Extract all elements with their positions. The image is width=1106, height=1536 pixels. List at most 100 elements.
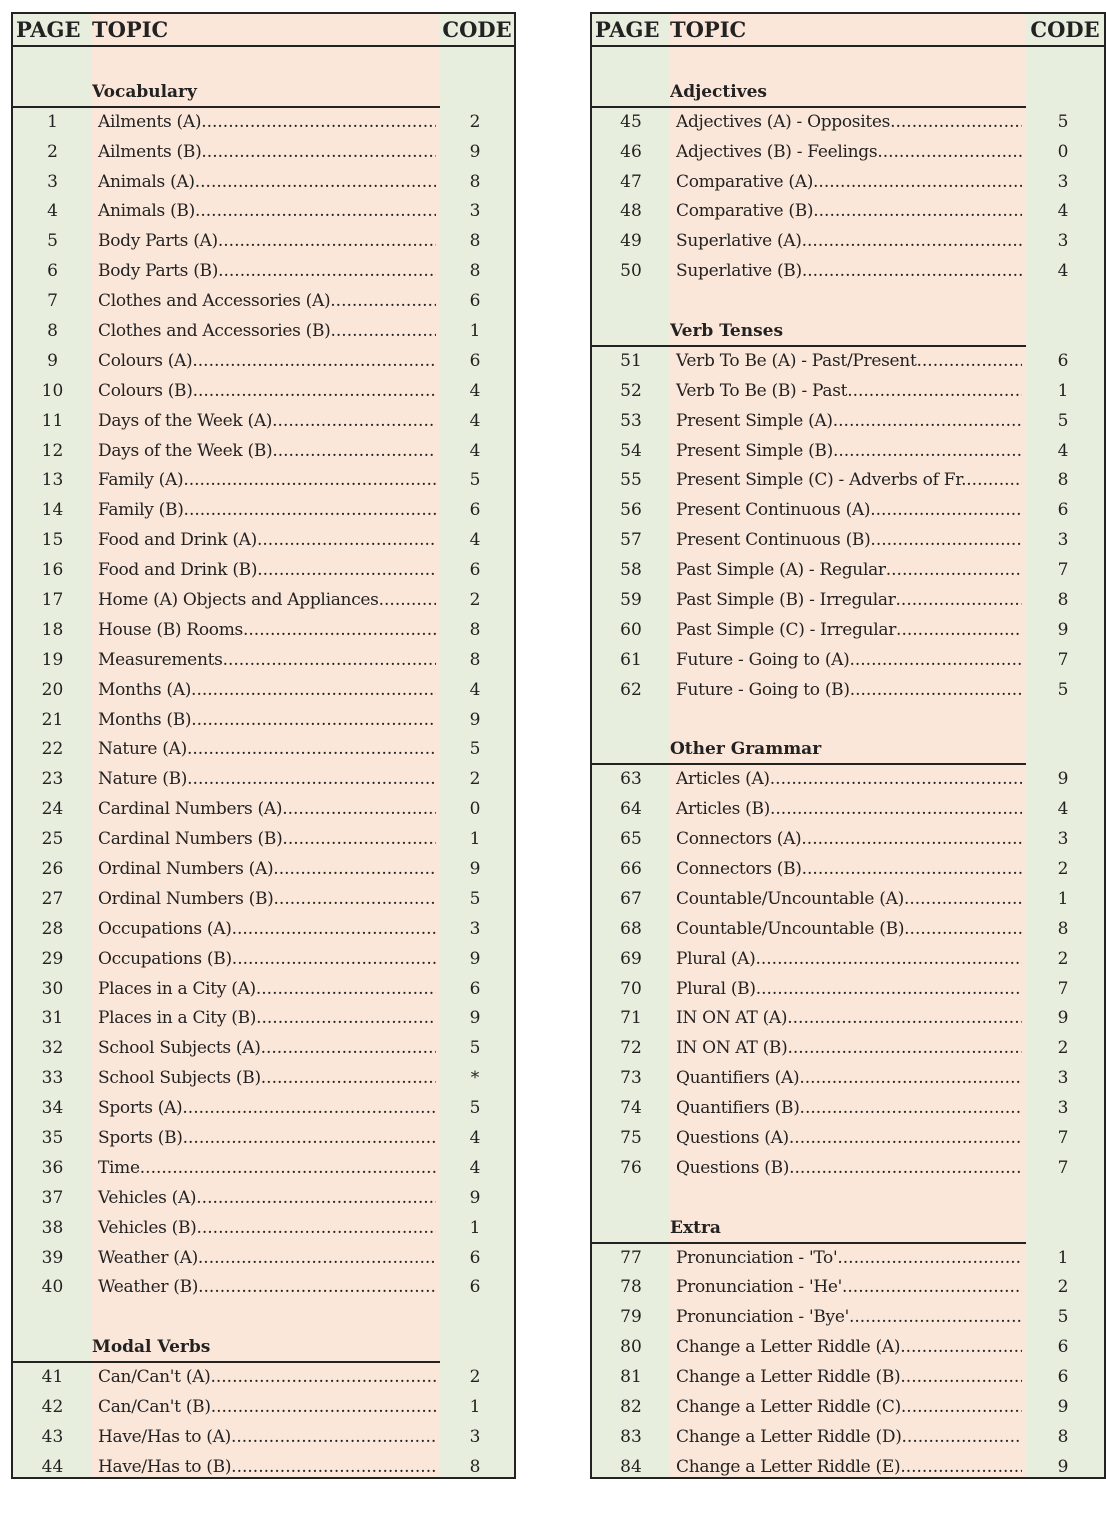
section-underline	[592, 344, 1026, 347]
topic-label: Verb To Be (B) - Past	[676, 380, 848, 401]
table-row: 12 Days of the Week (B) 4	[13, 436, 514, 466]
topic-label: Future - Going to (B)	[676, 679, 850, 700]
dot-leader	[231, 1457, 436, 1477]
topic-cell: Animals (B)	[92, 201, 436, 221]
topic-cell: Change a Letter Riddle (A)	[670, 1337, 1022, 1357]
topic-cell: Articles (B)	[670, 799, 1022, 819]
dot-leader	[187, 769, 436, 789]
topic-label: Ailments (A)	[98, 111, 202, 132]
dot-leader	[232, 949, 436, 969]
page-number: 70	[620, 978, 642, 999]
header-code: CODE	[1030, 17, 1100, 42]
dot-leader	[789, 1158, 1022, 1178]
dot-leader	[801, 829, 1022, 849]
code-value: 8	[1057, 589, 1069, 610]
topic-cell: Verb To Be (B) - Past	[670, 381, 1022, 401]
topic-cell: Nature (B)	[92, 769, 436, 789]
dot-leader	[184, 500, 436, 520]
table-row: 57 Present Continuous (B) 3	[592, 525, 1104, 555]
topic-label: Future - Going to (A)	[676, 649, 850, 670]
code-value: 9	[1057, 619, 1069, 640]
dot-leader	[192, 351, 436, 371]
dot-leader	[847, 381, 1022, 401]
topic-cell: Present Simple (B)	[670, 441, 1022, 461]
page-number: 58	[620, 560, 642, 581]
dot-leader	[886, 560, 1022, 580]
page-number: 25	[41, 829, 64, 850]
dot-leader	[787, 1008, 1022, 1028]
topic-cell: Colours (A)	[92, 351, 436, 371]
topic-label: Present Simple (C) - Adverbs of Fr.	[676, 470, 967, 491]
dot-leader	[273, 859, 436, 879]
page-number: 72	[620, 1038, 642, 1059]
topic-label: Weather (B)	[98, 1277, 199, 1298]
page-number: 2	[47, 141, 58, 162]
code-value: 2	[469, 769, 481, 790]
code-value: 5	[1057, 410, 1069, 431]
dot-leader	[755, 949, 1022, 969]
page-number: 22	[41, 739, 64, 760]
dot-leader	[218, 231, 436, 251]
code-value: 8	[469, 261, 481, 282]
topic-label: Have/Has to (B)	[98, 1456, 232, 1477]
page-number: 74	[620, 1098, 642, 1119]
topic-label: Sports (A)	[98, 1098, 183, 1119]
page-number: 34	[41, 1098, 64, 1119]
table-row: 17 Home (A) Objects and Appliances 2	[13, 585, 514, 615]
page-number: 53	[620, 410, 642, 431]
topic-cell: Change a Letter Riddle (D)	[670, 1427, 1022, 1447]
page-number: 14	[41, 500, 64, 521]
topic-label: School Subjects (B)	[98, 1068, 261, 1089]
code-value: 8	[1057, 470, 1069, 491]
topic-label: Present Simple (B)	[676, 440, 833, 461]
topic-cell: Past Simple (C) - Irregular	[670, 620, 1022, 640]
page-number: 39	[41, 1247, 64, 1268]
code-value: 9	[1057, 1397, 1069, 1418]
table-row: 26 Ordinal Numbers (A) 9	[13, 854, 514, 884]
topic-cell: Weather (B)	[92, 1277, 436, 1297]
page-number: 80	[620, 1337, 642, 1358]
topic-cell: Present Simple (C) - Adverbs of Fr.	[670, 470, 1022, 490]
topic-cell: Clothes and Accessories (A)	[92, 291, 436, 311]
code-value: 6	[1057, 500, 1069, 521]
topic-cell: Change a Letter Riddle (C)	[670, 1397, 1022, 1417]
page-number: 76	[620, 1157, 642, 1178]
header-code: CODE	[442, 17, 512, 42]
code-value: 4	[1057, 201, 1069, 222]
page-number: 17	[41, 589, 64, 610]
page-number: 6	[47, 261, 58, 282]
code-value: 6	[1057, 350, 1069, 371]
page-number: 46	[620, 141, 642, 162]
topic-cell: Ordinal Numbers (A)	[92, 859, 436, 879]
dot-leader	[195, 201, 436, 221]
page-number: 36	[41, 1157, 64, 1178]
header-page: PAGE	[595, 17, 660, 42]
topic-label: Present Continuous (B)	[676, 530, 871, 551]
section-heading-row: Extra	[592, 1213, 1104, 1244]
contents-table-right: PAGE TOPIC CODE Adjectives 45 Adjectives (A) …	[590, 12, 1106, 1479]
dot-leader	[877, 142, 1022, 162]
topic-label: Days of the Week (B)	[98, 440, 273, 461]
dot-leader	[813, 172, 1022, 192]
topic-label: Colours (B)	[98, 380, 193, 401]
code-value: 9	[1057, 769, 1069, 790]
page-number: 12	[41, 440, 64, 461]
page-number: 54	[620, 440, 642, 461]
topic-cell: School Subjects (B)	[92, 1068, 436, 1088]
dot-leader	[198, 1277, 436, 1297]
dot-leader	[800, 1098, 1022, 1118]
table-row: 10 Colours (B) 4	[13, 376, 514, 406]
dot-leader	[902, 1427, 1022, 1447]
topic-label: Vehicles (B)	[98, 1217, 197, 1238]
topic-label: Superlative (A)	[676, 231, 802, 252]
page-number: 23	[41, 769, 64, 790]
topic-label: Places in a City (A)	[98, 978, 256, 999]
topic-label: Months (B)	[98, 709, 192, 730]
code-value: 9	[1057, 1456, 1069, 1477]
code-value: 1	[1057, 888, 1069, 909]
page-number: 1	[47, 111, 58, 132]
dot-leader	[195, 172, 436, 192]
topic-label: Measurements	[98, 649, 223, 670]
dot-leader	[966, 470, 1022, 490]
